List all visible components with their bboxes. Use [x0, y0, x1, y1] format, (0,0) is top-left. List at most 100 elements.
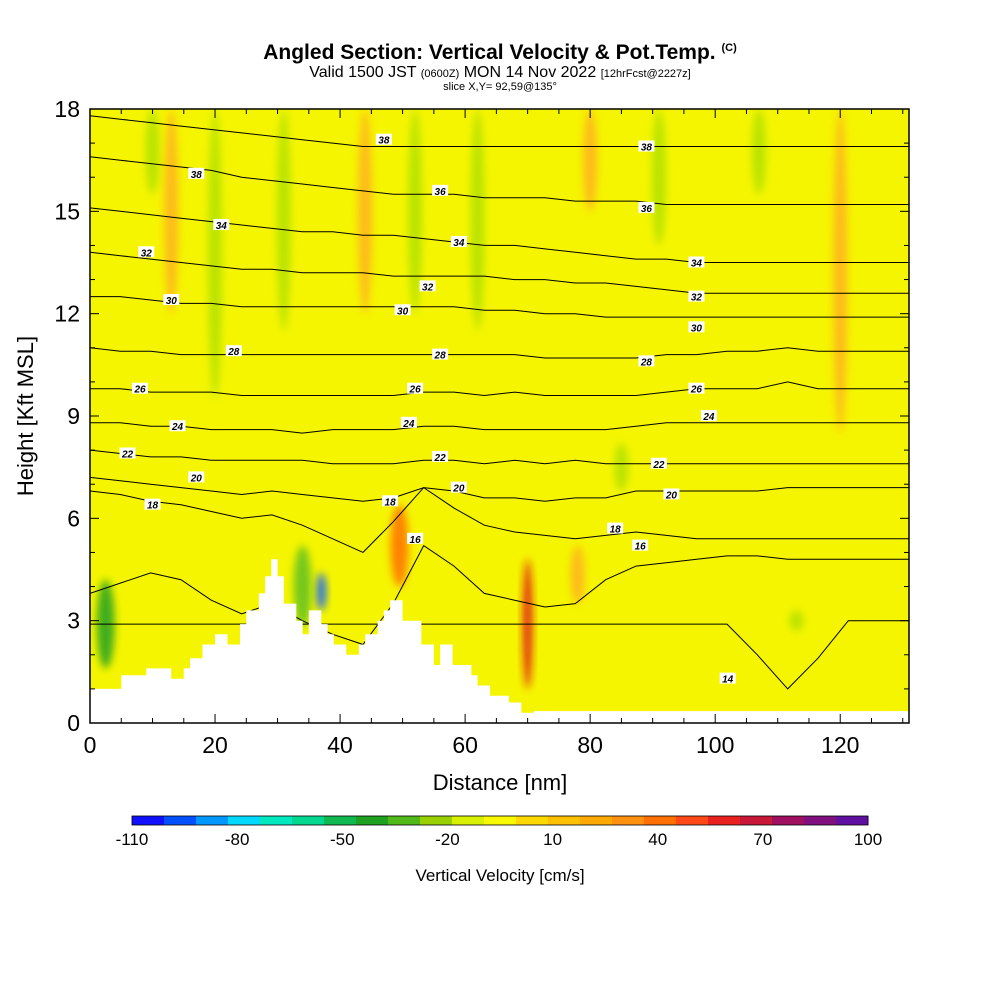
contour-label-box-17: [132, 382, 149, 394]
contour-label-22: 24: [702, 412, 715, 423]
colorbar-swatch-2: [196, 816, 229, 825]
contour-label-box-12: [394, 304, 411, 316]
subtitle-fcst: [12hrFcst@2227z]: [600, 68, 691, 80]
contour-label-box-14: [225, 345, 242, 357]
velocity-feature-17: [833, 109, 848, 434]
colorbar-label-6: 70: [753, 830, 772, 849]
velocity-feature-11: [751, 109, 766, 195]
x-axis: 0 20 40 60 80 100 120: [84, 109, 904, 758]
velocity-feature-0: [316, 572, 327, 611]
contour-label-box-18: [407, 382, 424, 394]
contour-label-box-28: [663, 488, 680, 500]
colorbar-swatch-18: [708, 816, 741, 825]
velocity-feature-4: [390, 504, 409, 587]
colorbar-label-1: -80: [225, 830, 250, 849]
contour-label-box-15: [432, 348, 449, 360]
contour-label-2: 38: [641, 143, 653, 154]
contour-label-24: 22: [434, 453, 447, 464]
velocity-feature-18: [570, 545, 585, 604]
contour-32: [90, 251, 909, 294]
contour-label-box-2: [638, 140, 655, 152]
colorbar-swatch-0: [132, 816, 165, 825]
velocity-feature-10: [651, 109, 666, 246]
contour-label-10: 32: [691, 293, 703, 304]
contour-20: [90, 476, 909, 502]
velocity-feature-6: [208, 109, 223, 399]
contour-label-box-30: [382, 495, 399, 507]
velocity-feature-12: [614, 443, 629, 492]
colorbar: [131, 815, 869, 826]
contour-label-17: 26: [133, 385, 146, 396]
contour-label-box-16: [638, 355, 655, 367]
contour-label-box-0: [375, 133, 392, 145]
colorbar-swatch-16: [644, 816, 677, 825]
contour-label-1: 38: [191, 170, 203, 181]
contour-label-box-24: [432, 450, 449, 462]
subtitle-utc: (0600Z): [420, 68, 460, 80]
contour-label-28: 20: [665, 490, 678, 501]
y-tick-label-9: 9: [67, 403, 80, 429]
contour-label-box-11: [163, 294, 180, 306]
contour-label-box-31: [607, 522, 624, 534]
contour-label-32: 16: [410, 535, 422, 546]
contour-label-3: 36: [435, 187, 447, 198]
contour-label-6: 34: [453, 238, 465, 249]
contour-label-box-19: [688, 382, 705, 394]
y-tick-label-15: 15: [54, 198, 80, 224]
contour-label-box-23: [119, 447, 136, 459]
contour-label-box-8: [138, 246, 155, 258]
terrain: [90, 559, 909, 723]
x-tick-label-60: 60: [452, 732, 478, 758]
contour-label-box-26: [188, 471, 205, 483]
velocity-feature-13: [789, 610, 804, 631]
y-axis-title: Height [Kft MSL]: [13, 336, 38, 496]
contour-label-13: 30: [691, 323, 703, 334]
colorbar-labels: -110 -80 -50 -20 10 40 70 100: [116, 830, 883, 849]
contour-label-box-5: [213, 218, 230, 230]
contour-label-19: 26: [690, 385, 703, 396]
x-axis-title: Distance [nm]: [433, 770, 568, 795]
colorbar-swatch-11: [484, 816, 517, 825]
contour-14: [90, 620, 909, 690]
x-tick-label-0: 0: [84, 732, 97, 758]
colorbar-swatch-22: [836, 816, 869, 825]
contour-label-16: 28: [640, 357, 653, 368]
contour-label-33: 16: [635, 542, 647, 553]
y-tick-label-12: 12: [54, 301, 80, 327]
contour-label-box-6: [450, 236, 467, 248]
colorbar-swatch-5: [292, 816, 325, 825]
colorbar-swatch-3: [228, 816, 261, 825]
x-tick-label-20: 20: [202, 732, 228, 758]
contour-labels: 38 38 38 36 36 34 34 34 32 32 32 30 30 30 28 28 28 26 26 26…: [119, 133, 736, 686]
colorbar-title: Vertical Velocity [cm/s]: [415, 866, 584, 885]
contour-label-8: 32: [141, 248, 153, 259]
contour-label-27: 20: [452, 484, 465, 495]
colorbar-label-4: 10: [543, 830, 562, 849]
colorbar-swatch-6: [324, 816, 357, 825]
contour-label-box-22: [700, 410, 717, 421]
contour-label-box-33: [632, 539, 649, 551]
contour-label-14: 28: [227, 347, 240, 358]
velocity-feature-7: [276, 109, 291, 331]
chart-title: Angled Section: Vertical Velocity & Pot.…: [0, 36, 1000, 65]
contour-label-box-25: [650, 457, 667, 469]
chart-subtitle: Valid 1500 JST (0600Z) MON 14 Nov 2022 […: [0, 65, 1000, 82]
title-mark: (C): [721, 42, 737, 54]
contour-label-box-1: [188, 167, 205, 179]
colorbar-swatch-8: [388, 816, 421, 825]
velocity-field-background: [90, 109, 909, 723]
velocity-feature-1: [293, 545, 312, 628]
contour-label-5: 34: [216, 221, 228, 232]
subtitle-valid: Valid 1500 JST: [309, 64, 417, 81]
colorbar-frame: [131, 815, 869, 826]
contour-label-30: 18: [385, 497, 397, 508]
contour-label-box-34: [719, 672, 736, 684]
chart-title-text: Angled Section: Vertical Velocity & Pot.…: [263, 41, 716, 64]
velocity-feature-14: [164, 109, 179, 314]
contour-label-box-9: [419, 280, 436, 292]
colorbar-label-5: 40: [648, 830, 667, 849]
x-tick-label-100: 100: [696, 732, 734, 758]
contour-label-26: 20: [190, 473, 203, 484]
contour-label-box-29: [144, 498, 161, 510]
colorbar-swatch-1: [164, 816, 197, 825]
